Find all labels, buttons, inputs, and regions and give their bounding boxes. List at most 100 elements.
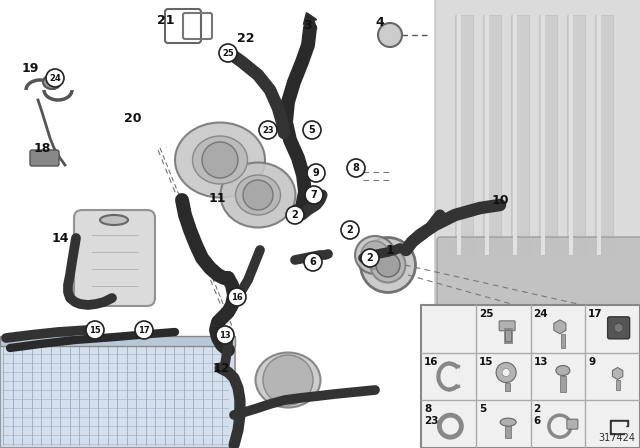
- Text: 15: 15: [479, 357, 493, 366]
- Circle shape: [202, 142, 238, 178]
- Bar: [513, 15, 517, 255]
- Circle shape: [86, 321, 104, 339]
- Ellipse shape: [43, 75, 61, 89]
- Text: 25: 25: [222, 48, 234, 57]
- Bar: [597, 15, 601, 255]
- Ellipse shape: [100, 215, 128, 225]
- Text: 10: 10: [492, 194, 509, 207]
- Bar: [561, 334, 565, 348]
- Ellipse shape: [236, 175, 280, 215]
- Text: 1: 1: [386, 244, 394, 257]
- Text: 2
6: 2 6: [534, 405, 541, 426]
- Circle shape: [361, 241, 389, 269]
- Circle shape: [376, 253, 400, 277]
- Text: 18: 18: [33, 142, 51, 155]
- Bar: [616, 379, 620, 389]
- Bar: [595, 15, 613, 255]
- Bar: [0, 336, 235, 346]
- Circle shape: [305, 186, 323, 204]
- Circle shape: [219, 44, 237, 62]
- Text: 5: 5: [308, 125, 316, 135]
- Bar: [457, 15, 461, 255]
- Ellipse shape: [500, 418, 516, 426]
- Circle shape: [263, 355, 313, 405]
- Bar: [505, 330, 511, 341]
- Circle shape: [303, 121, 321, 139]
- Ellipse shape: [355, 236, 395, 274]
- FancyBboxPatch shape: [607, 317, 630, 339]
- Bar: [505, 426, 511, 438]
- Circle shape: [307, 164, 325, 182]
- FancyBboxPatch shape: [499, 321, 515, 331]
- FancyBboxPatch shape: [437, 237, 640, 338]
- Bar: [560, 375, 566, 392]
- Text: 16: 16: [231, 293, 243, 302]
- Text: 23: 23: [262, 125, 274, 134]
- Bar: [539, 15, 557, 255]
- Text: 2: 2: [347, 225, 353, 235]
- FancyArrow shape: [303, 13, 317, 31]
- Text: 8
23: 8 23: [424, 405, 438, 426]
- Text: 17: 17: [588, 309, 603, 319]
- Text: 12: 12: [212, 362, 230, 375]
- Text: 17: 17: [138, 326, 150, 335]
- Ellipse shape: [255, 353, 321, 408]
- Ellipse shape: [556, 366, 570, 375]
- Bar: [505, 383, 510, 391]
- Text: 24: 24: [49, 73, 61, 82]
- Text: 317424: 317424: [598, 433, 635, 443]
- Bar: [485, 15, 489, 255]
- Bar: [421, 305, 640, 448]
- Bar: [569, 15, 573, 255]
- Ellipse shape: [371, 247, 406, 283]
- Circle shape: [243, 180, 273, 210]
- Text: 3: 3: [304, 18, 312, 31]
- Text: 6: 6: [310, 257, 316, 267]
- Circle shape: [286, 206, 304, 224]
- Circle shape: [361, 249, 379, 267]
- Circle shape: [216, 326, 234, 344]
- FancyBboxPatch shape: [30, 150, 59, 166]
- Text: 5: 5: [479, 405, 486, 414]
- Text: 2: 2: [292, 210, 298, 220]
- Circle shape: [259, 121, 277, 139]
- Bar: [0, 340, 235, 448]
- Text: 8: 8: [353, 163, 360, 173]
- Text: 22: 22: [237, 31, 255, 44]
- Text: 25: 25: [479, 309, 493, 319]
- Circle shape: [135, 321, 153, 339]
- Text: 16: 16: [424, 357, 438, 366]
- Text: 24: 24: [534, 309, 548, 319]
- Ellipse shape: [193, 136, 248, 184]
- Text: 13: 13: [534, 357, 548, 366]
- Circle shape: [228, 288, 246, 306]
- Text: 2: 2: [367, 253, 373, 263]
- Ellipse shape: [175, 122, 265, 198]
- Text: 11: 11: [208, 191, 226, 204]
- Circle shape: [378, 23, 402, 47]
- Text: 9: 9: [312, 168, 319, 178]
- Text: 13: 13: [219, 331, 231, 340]
- Bar: [483, 15, 501, 255]
- Polygon shape: [612, 422, 626, 432]
- Text: 19: 19: [21, 61, 38, 74]
- Circle shape: [304, 253, 322, 271]
- Bar: [541, 15, 545, 255]
- FancyBboxPatch shape: [567, 419, 578, 429]
- Text: 21: 21: [157, 13, 175, 26]
- Ellipse shape: [360, 237, 415, 293]
- Ellipse shape: [221, 163, 296, 228]
- Circle shape: [502, 369, 510, 376]
- Text: 20: 20: [124, 112, 141, 125]
- Polygon shape: [610, 420, 628, 434]
- Circle shape: [347, 159, 365, 177]
- Circle shape: [496, 362, 516, 383]
- Text: 7: 7: [310, 190, 317, 200]
- Text: 15: 15: [89, 326, 101, 335]
- Bar: [511, 15, 529, 255]
- Circle shape: [341, 221, 359, 239]
- FancyBboxPatch shape: [74, 210, 155, 306]
- Bar: [455, 15, 473, 255]
- Text: 4: 4: [376, 16, 385, 29]
- Bar: [567, 15, 585, 255]
